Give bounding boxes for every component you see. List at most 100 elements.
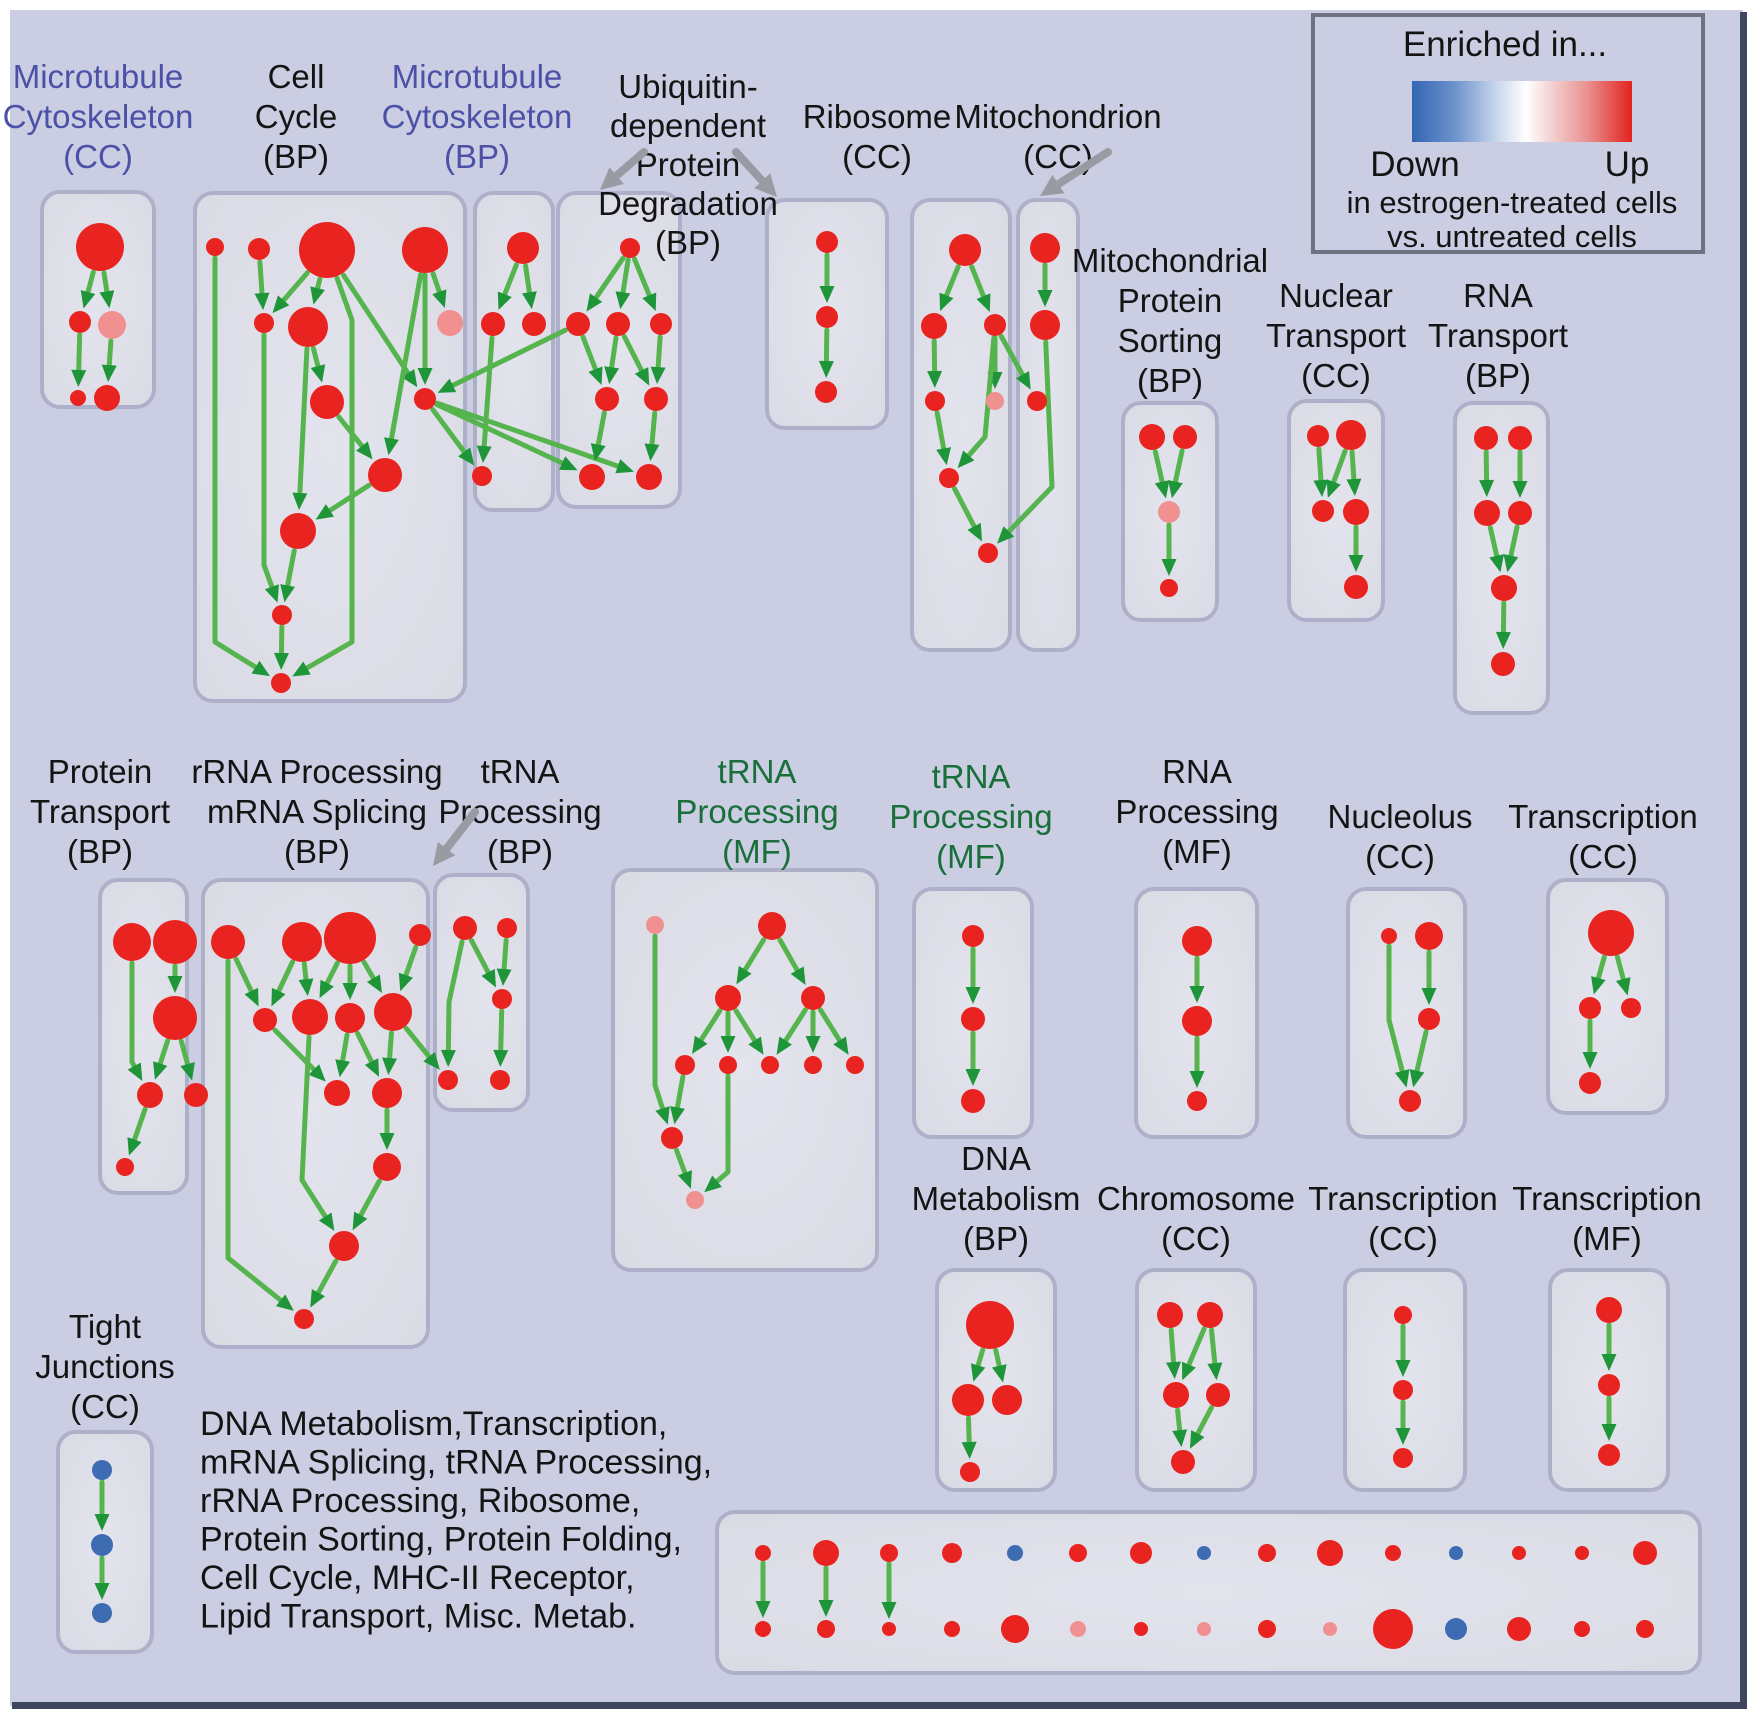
edge-arrow <box>1503 524 1520 573</box>
label-line: (CC) <box>70 1388 140 1425</box>
go-term-node <box>1621 998 1641 1018</box>
go-term-node <box>925 391 945 411</box>
go-term-node <box>644 387 668 411</box>
go-term-node <box>113 923 151 961</box>
label-line: Processing <box>889 798 1052 835</box>
label-line: tRNA <box>932 758 1011 795</box>
go-term-node <box>1415 922 1443 950</box>
edge-arrow <box>1512 449 1528 498</box>
edge-arrow <box>80 269 96 309</box>
edge-arrow <box>398 944 419 992</box>
go-term-node <box>1474 426 1498 450</box>
go-term-node <box>755 1545 771 1561</box>
go-term-node <box>98 311 126 339</box>
go-term-node <box>1385 1545 1401 1561</box>
go-term-node <box>620 238 640 258</box>
label-line: Protein <box>48 753 153 790</box>
edge-arrow <box>1189 1404 1215 1449</box>
edge-arrow <box>881 1561 897 1619</box>
go-term-node <box>816 306 838 328</box>
edge-arrow <box>496 937 512 987</box>
label-line: Transcription <box>1512 1180 1702 1217</box>
edge-arrow <box>299 1034 335 1231</box>
go-term-node <box>1187 1091 1207 1111</box>
edge-arrow <box>650 334 666 385</box>
go-term-nodes-layer <box>69 222 1657 1649</box>
edge-arrow <box>497 262 519 311</box>
edge-arrow <box>379 1107 395 1150</box>
label-line: Microtubule <box>392 58 563 95</box>
go-term-node <box>453 916 477 940</box>
edge-arrow <box>127 960 143 1081</box>
edge-arrow <box>310 276 325 305</box>
label-line: (BP) <box>963 1220 1029 1257</box>
go-term-node <box>949 234 981 266</box>
edge-arrow <box>1582 1018 1598 1069</box>
label-line: Processing <box>1115 793 1278 830</box>
go-term-node <box>292 999 328 1035</box>
go-term-node <box>1393 1448 1413 1468</box>
go-term-node <box>1393 1380 1413 1400</box>
label-line: (BP) <box>263 138 329 175</box>
cluster-box-chromosome-cc <box>1135 1268 1257 1492</box>
edge-arrow <box>998 333 1031 390</box>
cluster-box-ubiquitin-degradation-bp-1 <box>556 191 682 509</box>
edge-arrow <box>292 346 310 511</box>
edge-arrow <box>644 410 660 462</box>
go-term-node <box>116 1158 134 1176</box>
edge-arrow <box>1348 524 1364 572</box>
edge-arrow <box>965 1030 981 1086</box>
go-term-node <box>1258 1544 1276 1562</box>
go-term-node <box>92 1460 112 1480</box>
go-term-node <box>1173 425 1197 449</box>
edge-arrow <box>273 624 289 671</box>
edge-arrow <box>434 400 634 474</box>
go-term-node <box>184 1083 208 1107</box>
go-term-node <box>1596 1297 1622 1323</box>
cluster-boxes-layer <box>40 190 1702 1675</box>
go-term-node <box>92 1603 112 1623</box>
go-term-node <box>211 925 245 959</box>
go-term-node <box>414 388 436 410</box>
edge-arrow <box>319 960 340 999</box>
go-term-node <box>846 1056 864 1074</box>
label-line: (MF) <box>1572 1220 1642 1257</box>
legend-up-label: Up <box>1605 145 1650 184</box>
edge-arrow <box>670 1074 686 1125</box>
edge-arrow <box>355 1030 380 1077</box>
go-term-node <box>1336 420 1366 450</box>
label-line: Cell <box>268 58 325 95</box>
go-term-node <box>1575 1546 1589 1560</box>
edge-arrow <box>521 263 537 310</box>
edge-arrow <box>969 264 991 313</box>
label-line: Transport <box>1266 317 1406 354</box>
edge-arrow <box>615 257 631 310</box>
go-term-node <box>1343 499 1369 525</box>
cluster-label-mitochondrion-cc: Mitochondrion(CC) <box>954 98 1161 175</box>
edge-arrow <box>733 1008 764 1055</box>
edge-arrow <box>1614 954 1631 996</box>
edge-arrow <box>261 332 279 603</box>
go-term-node <box>153 920 197 964</box>
edge-arrow <box>819 252 835 303</box>
go-term-node <box>1579 1072 1601 1094</box>
go-term-node <box>675 1055 695 1075</box>
go-term-node <box>438 1070 458 1090</box>
cluster-label-ubiquitin-degradation-bp: Ubiquitin-dependentProteinDegradation(BP… <box>598 68 778 261</box>
go-term-node <box>507 232 539 264</box>
edge-arrow <box>1182 1326 1207 1381</box>
go-term-node <box>606 312 630 336</box>
label-line: mRNA Splicing <box>207 793 427 830</box>
go-term-node <box>1069 1544 1087 1562</box>
go-term-node <box>992 1385 1022 1415</box>
edge-arrow <box>99 270 115 309</box>
edge-arrow <box>1346 449 1362 497</box>
label-line: (CC) <box>1365 838 1435 875</box>
label-line: (BP) <box>487 833 553 870</box>
go-term-node <box>986 392 1004 410</box>
label-line: (BP) <box>1137 362 1203 399</box>
edge-arrow <box>225 958 294 1311</box>
label-line: Metabolism <box>912 1180 1081 1217</box>
label-line: Nucleolus <box>1328 798 1473 835</box>
edge-arrow <box>957 335 997 469</box>
